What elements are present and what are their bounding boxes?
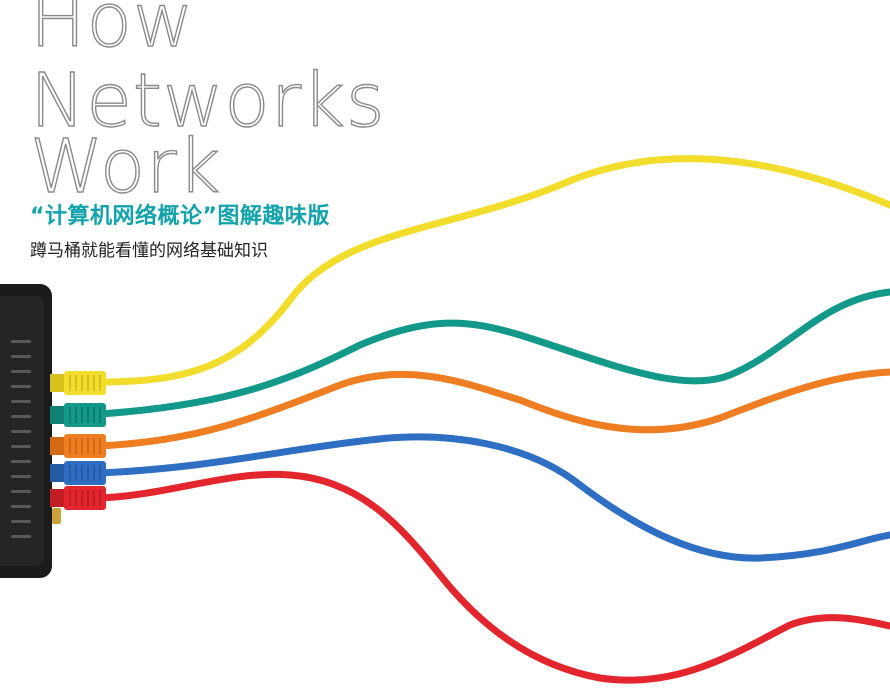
blue-cable (96, 433, 890, 562)
title-line-work: Work (29, 124, 222, 210)
title-line-how: How (29, 0, 195, 64)
orange-cable (96, 368, 890, 450)
teal-cable (96, 288, 890, 418)
orange-connector (50, 434, 106, 458)
router (0, 284, 61, 578)
yellow-connector (50, 371, 106, 395)
router-antenna-jack (52, 508, 61, 524)
red-cable (96, 470, 890, 684)
yellow-cable (96, 155, 890, 386)
cover-tagline: 蹲马桶就能看懂的网络基础知识 (30, 241, 268, 261)
cover-subtitle: “计算机网络概论”图解趣味版 (30, 204, 330, 229)
teal-connector (50, 403, 106, 427)
router-vents (11, 340, 31, 538)
red-connector (50, 486, 106, 510)
title-line-networks: Networks (29, 58, 386, 144)
blue-connector (50, 461, 106, 485)
